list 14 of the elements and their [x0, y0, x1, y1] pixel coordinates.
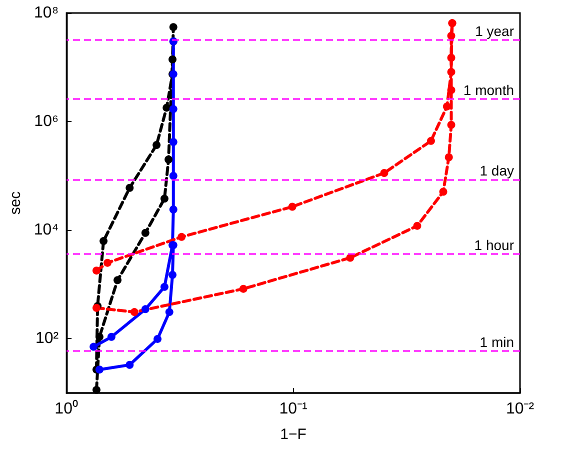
x-tick-label: 10⁻²	[506, 400, 535, 418]
x-tick-label: 10⁻¹	[279, 400, 308, 418]
ref-line-label: 1 month	[463, 82, 514, 98]
y-tick-label: 10⁴	[34, 222, 59, 239]
y-tick-label: 10⁸	[34, 4, 59, 22]
ref-line-label: 1 min	[480, 334, 514, 350]
ref-line-label: 1 day	[480, 162, 514, 178]
y-tick-label: 10⁶	[34, 113, 59, 130]
ref-line-label: 1 hour	[474, 237, 514, 254]
y-tick-label: 10²	[35, 330, 60, 348]
x-tick-label: 10⁰	[54, 400, 78, 418]
y-axis-title: sec	[7, 190, 24, 215]
ref-line-label: 1 year	[475, 23, 514, 40]
x-axis-title: 1−F	[280, 426, 306, 443]
